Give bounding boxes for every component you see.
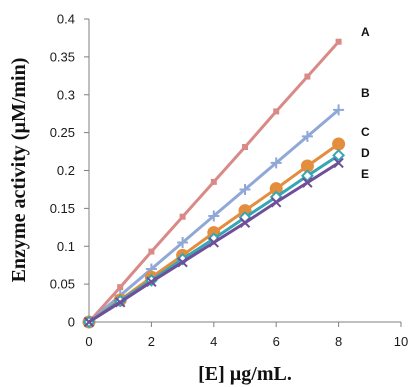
series-e-marker xyxy=(83,316,95,328)
x-tick-label: 8 xyxy=(335,334,342,349)
x-tick-label: 4 xyxy=(210,334,217,349)
series-e-marker xyxy=(177,256,188,268)
series-b-marker xyxy=(239,183,251,195)
y-tick-label: 0.25 xyxy=(50,125,75,140)
x-tick-label: 10 xyxy=(394,334,408,349)
series-label-b: B xyxy=(361,86,370,100)
series-a-marker xyxy=(179,213,186,220)
series-b-marker xyxy=(208,210,220,222)
series-b-marker xyxy=(333,104,345,116)
y-tick-label: 0.05 xyxy=(50,277,75,292)
series-b-marker xyxy=(301,130,313,142)
series-d-marker xyxy=(332,148,346,162)
series-e-marker xyxy=(239,217,251,228)
axes: 0 0.05 0.1 0.15 0.2 0.25 0.3 0.35 0.4 0 2 4 6 8 10 xyxy=(50,12,409,350)
x-tick-label: 0 xyxy=(85,334,92,349)
series-a-marker xyxy=(335,38,342,45)
y-tick-label: 0.1 xyxy=(57,239,75,254)
y-tick-label: 0 xyxy=(68,315,75,330)
series-label-d: D xyxy=(361,146,370,160)
series-labels: A B CDE xyxy=(361,25,370,181)
y-tick-label: 0.2 xyxy=(57,163,75,178)
series-c-marker xyxy=(269,182,283,196)
x-tick-label: 2 xyxy=(148,334,155,349)
series-e-marker xyxy=(333,157,344,169)
series-e-marker xyxy=(270,197,282,208)
series-c-marker xyxy=(332,137,346,151)
series-a xyxy=(86,38,342,325)
series-a-marker xyxy=(304,73,311,80)
series-a-marker xyxy=(117,284,124,291)
y-tick-label: 0.35 xyxy=(50,49,75,64)
series-e-marker xyxy=(302,177,313,188)
series-d-marker xyxy=(300,169,314,183)
series-a-marker xyxy=(148,248,155,255)
series-e-marker xyxy=(208,237,220,248)
series-e-marker xyxy=(146,276,157,288)
series-label-c: C xyxy=(361,125,370,139)
x-axis-title: [E] µg/mL. xyxy=(198,363,292,385)
series-c-marker xyxy=(300,159,314,173)
y-tick-label: 0.15 xyxy=(50,201,75,216)
y-axis-title: Enzyme activity (µM/min) xyxy=(8,58,30,283)
series-a-marker xyxy=(210,178,217,185)
series-label-e: E xyxy=(361,167,369,181)
series-label-a: A xyxy=(361,25,370,39)
series-b-marker xyxy=(177,236,189,248)
series-layer xyxy=(82,38,346,329)
y-tick-label: 0.4 xyxy=(57,12,75,27)
series-e xyxy=(83,157,344,328)
series-a-marker xyxy=(242,144,248,151)
series-b-marker xyxy=(270,157,282,169)
series-e-marker xyxy=(114,297,126,308)
series-a-marker xyxy=(273,108,280,115)
x-tick-label: 6 xyxy=(273,334,280,349)
y-tick-label: 0.3 xyxy=(57,87,75,102)
